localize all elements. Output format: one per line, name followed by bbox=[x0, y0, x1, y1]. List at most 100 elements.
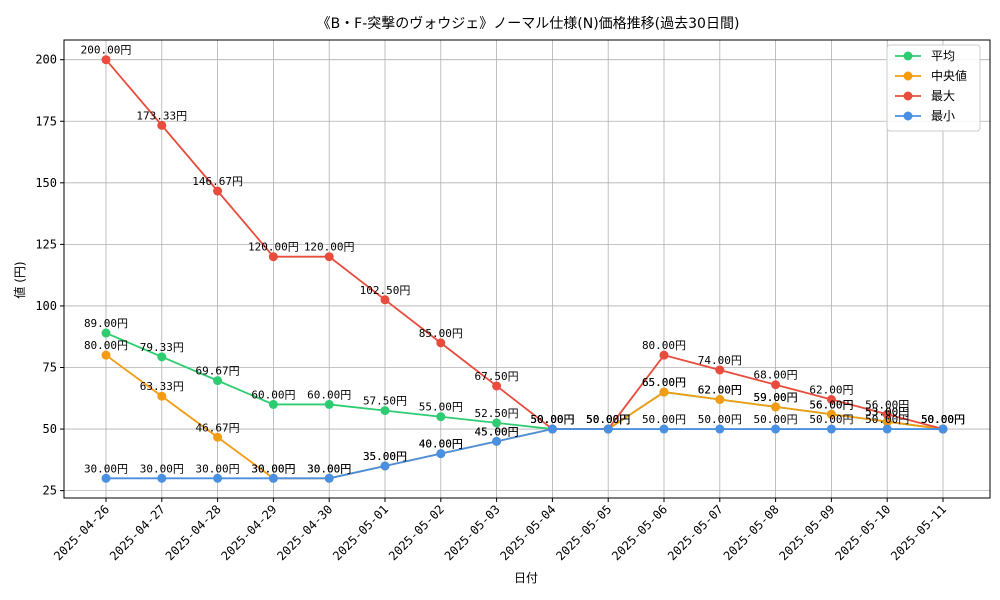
data-label: 60.00円 bbox=[307, 388, 351, 401]
data-label: 200.00円 bbox=[81, 44, 132, 57]
data-labels: 89.00円 79.33円 69.67円 60.00円 60.00円 57.50円 55.0… bbox=[81, 44, 965, 476]
data-point bbox=[826, 424, 836, 434]
data-point bbox=[771, 380, 781, 390]
x-tick-label: 2025-04-26 bbox=[51, 502, 112, 563]
data-label: 50.00円 bbox=[530, 413, 574, 426]
data-label: 62.00円 bbox=[698, 384, 742, 397]
data-point bbox=[492, 418, 502, 428]
data-point bbox=[380, 295, 390, 305]
data-label: 50.00円 bbox=[698, 413, 742, 426]
data-label: 56.00円 bbox=[809, 398, 853, 411]
x-tick-label: 2025-05-08 bbox=[721, 502, 782, 563]
y-tick-label: 50 bbox=[43, 422, 57, 436]
data-label: 30.00円 bbox=[84, 462, 128, 475]
data-label: 74.00円 bbox=[698, 354, 742, 367]
data-label: 63.33円 bbox=[140, 380, 184, 393]
data-point bbox=[603, 424, 613, 434]
data-label: 80.00円 bbox=[84, 339, 128, 352]
x-tick-label: 2025-04-30 bbox=[274, 502, 335, 563]
data-point bbox=[938, 424, 948, 434]
data-label: 30.00円 bbox=[251, 462, 295, 475]
x-tick-label: 2025-04-29 bbox=[219, 502, 280, 563]
y-tick-label: 175 bbox=[35, 114, 57, 128]
x-tick-label: 2025-05-02 bbox=[386, 502, 447, 563]
data-point bbox=[101, 55, 111, 65]
x-tick-label: 2025-05-07 bbox=[665, 502, 726, 563]
data-point bbox=[324, 473, 334, 483]
x-tick-label: 2025-05-11 bbox=[888, 502, 949, 563]
data-point bbox=[157, 473, 167, 483]
plot-frame bbox=[63, 39, 991, 499]
data-point bbox=[436, 338, 446, 348]
data-point bbox=[882, 409, 892, 419]
data-label: 50.00円 bbox=[865, 413, 909, 426]
data-point bbox=[715, 395, 725, 405]
series-line bbox=[105, 59, 944, 430]
data-label: 45.00円 bbox=[475, 425, 519, 438]
legend-marker bbox=[903, 51, 913, 61]
chart-title: 《B・F-突撃のヴォウジェ》ノーマル仕様(N)価格推移(過去30日間) bbox=[317, 15, 740, 32]
data-label: 50.00円 bbox=[530, 413, 574, 426]
data-point bbox=[213, 432, 223, 442]
data-point bbox=[715, 365, 725, 375]
data-point bbox=[436, 412, 446, 422]
data-point bbox=[324, 252, 334, 262]
data-point bbox=[659, 387, 669, 397]
data-point bbox=[213, 473, 223, 483]
data-label: 89.00円 bbox=[84, 317, 128, 330]
x-tick-label: 2025-05-05 bbox=[553, 502, 614, 563]
data-label: 50.00円 bbox=[921, 413, 965, 426]
data-label: 30.00円 bbox=[307, 462, 351, 475]
x-axis-title: 日付 bbox=[514, 571, 538, 585]
data-point bbox=[492, 436, 502, 446]
data-label: 57.50円 bbox=[363, 395, 407, 408]
data-label: 50.00円 bbox=[586, 413, 630, 426]
y-tick-label: 25 bbox=[43, 484, 57, 498]
data-label: 50.00円 bbox=[586, 413, 630, 426]
data-label: 52.50円 bbox=[475, 407, 519, 420]
data-point bbox=[882, 424, 892, 434]
data-point bbox=[213, 376, 223, 386]
data-point bbox=[268, 473, 278, 483]
data-label: 40.00円 bbox=[419, 438, 463, 451]
data-label: 65.00円 bbox=[642, 376, 686, 389]
legend-marker bbox=[903, 91, 913, 101]
data-point bbox=[659, 350, 669, 360]
data-label: 56.00円 bbox=[809, 398, 853, 411]
data-label: 59.00円 bbox=[754, 391, 798, 404]
data-point bbox=[101, 328, 111, 338]
legend-marker bbox=[903, 111, 913, 121]
y-tick-label: 100 bbox=[35, 299, 57, 313]
data-label: 50.00円 bbox=[586, 413, 630, 426]
data-point bbox=[324, 399, 334, 409]
data-point bbox=[715, 424, 725, 434]
data-point bbox=[268, 399, 278, 409]
x-tick-label: 2025-05-04 bbox=[498, 502, 559, 563]
data-label: 60.00円 bbox=[251, 388, 295, 401]
data-label: 65.00円 bbox=[642, 376, 686, 389]
data-label: 68.00円 bbox=[754, 369, 798, 382]
data-point bbox=[771, 402, 781, 412]
data-label: 45.00円 bbox=[475, 425, 519, 438]
data-point bbox=[268, 252, 278, 262]
x-tick-label: 2025-04-27 bbox=[107, 502, 168, 563]
data-label: 30.00円 bbox=[307, 462, 351, 475]
y-axis-title: 値 (円) bbox=[12, 261, 27, 298]
data-point bbox=[157, 120, 167, 130]
data-label: 146.67円 bbox=[192, 175, 243, 188]
data-point bbox=[157, 391, 167, 401]
data-label: 50.00円 bbox=[642, 413, 686, 426]
data-label: 40.00円 bbox=[419, 438, 463, 451]
data-label: 50.00円 bbox=[754, 413, 798, 426]
data-label: 46.67円 bbox=[196, 421, 240, 434]
x-tick-label: 2025-05-06 bbox=[609, 502, 670, 563]
data-label: 59.00円 bbox=[754, 391, 798, 404]
x-tick-label: 2025-05-10 bbox=[832, 502, 893, 563]
legend-marker bbox=[903, 71, 913, 81]
data-label: 80.00円 bbox=[642, 339, 686, 352]
data-label: 50.00円 bbox=[921, 413, 965, 426]
data-label: 35.00円 bbox=[363, 450, 407, 463]
data-label: 53.00円 bbox=[865, 406, 909, 419]
